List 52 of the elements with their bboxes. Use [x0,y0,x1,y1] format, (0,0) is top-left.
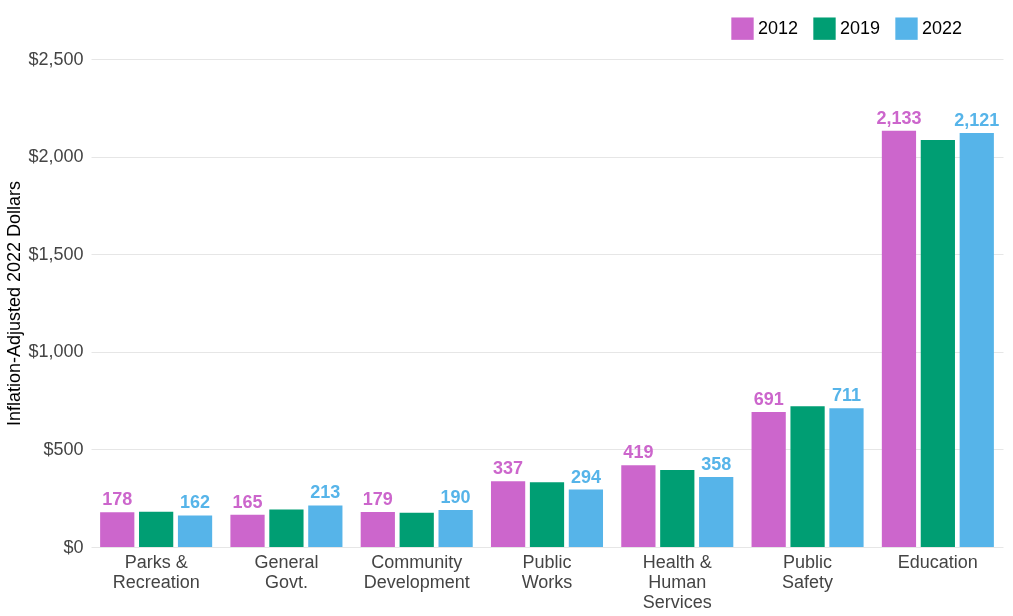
y-tick-label: $500 [43,438,84,459]
bar [660,470,695,547]
bar [438,509,473,547]
bar [568,489,604,547]
bar [139,511,174,547]
bar [269,509,304,547]
y-tick-label: $1,500 [28,243,84,264]
x-tick-label: Health & Human Services [642,551,712,612]
bar [829,408,864,547]
bar [230,514,265,547]
data-label: 691 [753,389,784,410]
x-tick-label: Community Development [363,551,470,592]
legend-label: 2019 [840,17,881,38]
bar [751,412,786,547]
bar [881,130,917,547]
data-label: 419 [623,442,654,463]
data-label: 178 [102,489,133,510]
data-label: 2,133 [876,107,922,128]
x-tick-label: Public Works [521,551,573,592]
x-tick-label: Public Safety [782,551,834,592]
data-label: 213 [310,482,341,503]
bar [308,505,343,547]
y-tick-label: $2,000 [28,146,84,167]
x-tick-label: Parks & Recreation [112,551,200,592]
data-label: 711 [831,385,861,406]
bar [529,482,565,547]
data-label: 162 [180,492,211,513]
y-tick-label: $0 [63,536,84,557]
legend-label: 2012 [758,17,799,38]
legend-label: 2022 [922,17,963,38]
bar [699,477,734,547]
y-tick-label: $2,500 [28,48,84,69]
bar [621,465,656,547]
y-axis-title: Inflation-Adjusted 2022 Dollars [4,180,25,427]
x-tick-label: Education [897,551,978,572]
data-label: 2,121 [954,109,1000,130]
bar [490,481,526,547]
data-label: 179 [362,489,393,510]
bar [790,406,825,547]
bar [177,515,213,547]
data-label: 294 [570,466,601,487]
bar [360,512,395,547]
data-label: 190 [440,486,471,507]
bar [100,512,135,547]
bar [959,132,994,547]
data-label: 358 [701,454,732,475]
bar [399,512,434,547]
data-label: 165 [232,491,263,512]
data-label: 337 [493,458,524,479]
y-tick-label: $1,000 [28,341,84,362]
bar [920,140,955,547]
x-tick-label: General Govt. [254,551,319,592]
